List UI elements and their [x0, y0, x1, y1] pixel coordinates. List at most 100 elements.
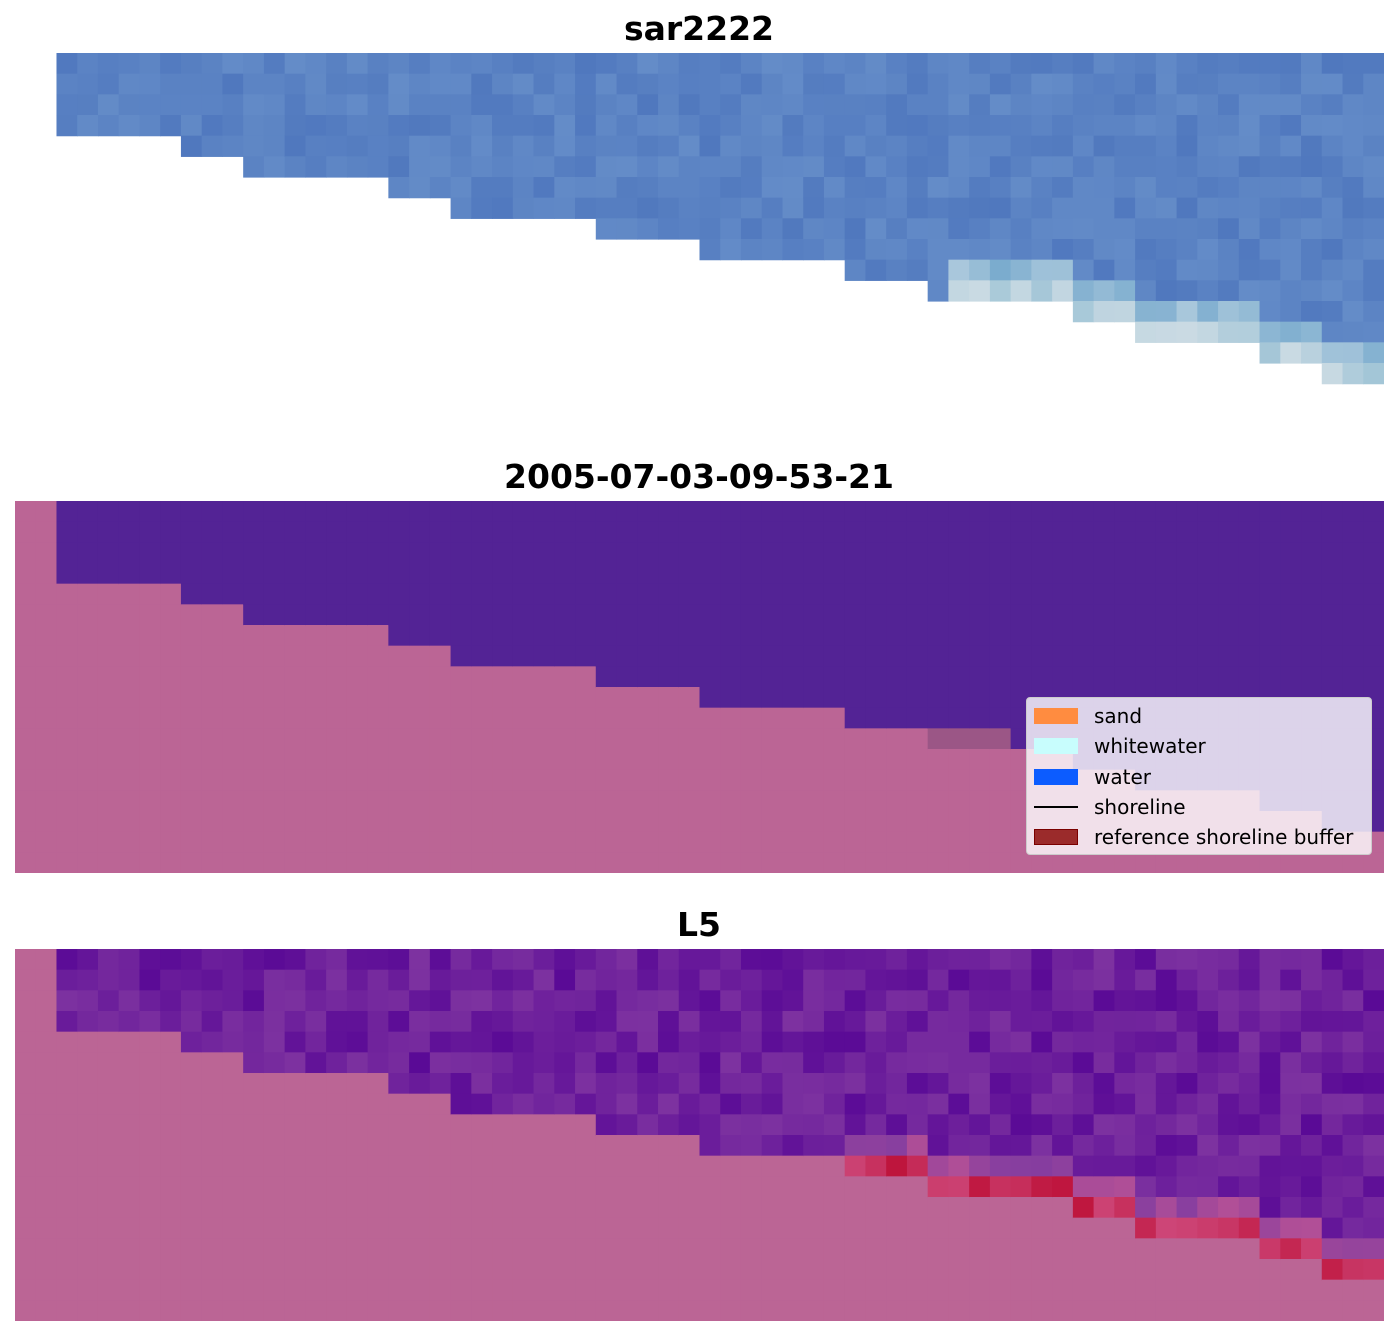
- class-pixel: [222, 769, 244, 791]
- class-pixel: [388, 563, 410, 585]
- index-pixel: [989, 1135, 1012, 1157]
- index-pixel: [346, 949, 369, 971]
- class-pixel: [1301, 625, 1323, 647]
- index-pixel: [77, 1093, 99, 1115]
- index-pixel: [927, 1176, 950, 1198]
- index-pixel: [989, 1197, 1012, 1219]
- class-pixel: [118, 563, 141, 585]
- index-pixel: [1052, 1093, 1074, 1115]
- class-pixel: [97, 687, 120, 709]
- class-pixel: [969, 604, 991, 626]
- index-pixel: [180, 1011, 203, 1033]
- index-pixel: [1114, 1155, 1136, 1177]
- index-pixel: [616, 1114, 638, 1136]
- sar-pixel: [492, 115, 514, 137]
- class-pixel: [1052, 852, 1074, 873]
- sar-pixel: [450, 115, 472, 137]
- class-pixel: [492, 769, 514, 791]
- index-pixel: [761, 990, 784, 1012]
- sar-pixel: [575, 156, 597, 178]
- class-pixel: [989, 769, 1012, 791]
- index-pixel: [492, 1259, 514, 1281]
- index-pixel: [1135, 1259, 1157, 1281]
- class-pixel: [1114, 583, 1136, 605]
- class-pixel: [823, 563, 846, 585]
- index-pixel: [1093, 1197, 1115, 1219]
- class-pixel: [201, 542, 224, 564]
- index-pixel: [243, 1176, 265, 1198]
- index-pixel: [243, 1238, 265, 1260]
- class-pixel: [1010, 645, 1032, 667]
- index-pixel: [15, 1155, 37, 1177]
- sar-pixel: [886, 259, 908, 281]
- class-pixel: [492, 645, 514, 667]
- class-pixel: [969, 831, 991, 853]
- class-pixel: [367, 728, 389, 750]
- index-pixel: [1321, 1279, 1344, 1301]
- class-pixel: [616, 521, 638, 543]
- sar-pixel: [740, 218, 763, 240]
- class-pixel: [1197, 625, 1219, 647]
- index-pixel: [678, 1114, 701, 1136]
- index-pixel: [1301, 1279, 1323, 1301]
- index-pixel: [409, 1279, 431, 1301]
- sar-pixel: [1031, 177, 1053, 199]
- index-pixel: [1052, 1176, 1074, 1198]
- class-pixel: [533, 501, 555, 523]
- index-pixel: [554, 1135, 576, 1157]
- index-pixel: [595, 1300, 618, 1321]
- index-pixel: [35, 1300, 58, 1321]
- class-pixel: [409, 542, 431, 564]
- class-pixel: [1031, 666, 1053, 688]
- index-pixel: [180, 1093, 203, 1115]
- sar-pixel: [450, 53, 472, 75]
- index-pixel: [160, 1197, 182, 1219]
- index-pixel: [699, 1197, 721, 1219]
- class-pixel: [969, 583, 991, 605]
- index-pixel: [1031, 990, 1053, 1012]
- class-pixel: [575, 604, 597, 626]
- index-pixel: [97, 969, 120, 991]
- sar-pixel: [1093, 218, 1115, 240]
- index-pixel: [969, 1073, 991, 1095]
- class-pixel: [906, 625, 929, 647]
- index-pixel: [1155, 1217, 1178, 1239]
- index-pixel: [160, 1031, 182, 1053]
- sar-pixel: [1342, 197, 1364, 219]
- class-pixel: [512, 749, 535, 771]
- class-pixel: [595, 645, 618, 667]
- sar-pixel: [803, 197, 825, 219]
- class-pixel: [699, 728, 721, 750]
- index-pixel: [927, 969, 950, 991]
- class-pixel: [1238, 501, 1261, 523]
- class-pixel: [1363, 852, 1384, 873]
- class-pixel: [699, 583, 721, 605]
- sar-pixel: [1135, 115, 1157, 137]
- class-pixel: [1321, 583, 1344, 605]
- class-pixel: [1072, 563, 1095, 585]
- index-pixel: [512, 1114, 535, 1136]
- sar-pixel: [1093, 73, 1115, 95]
- class-pixel: [927, 625, 950, 647]
- index-pixel: [1197, 1155, 1219, 1177]
- class-pixel: [865, 542, 887, 564]
- index-pixel: [243, 1093, 265, 1115]
- class-pixel: [575, 645, 597, 667]
- sar-pixel: [1176, 135, 1198, 157]
- index-pixel: [1238, 990, 1261, 1012]
- index-pixel: [761, 1011, 784, 1033]
- index-pixel: [678, 1155, 701, 1177]
- class-pixel: [139, 645, 161, 667]
- class-pixel: [699, 852, 721, 873]
- index-pixel: [450, 1238, 472, 1260]
- sar-pixel: [471, 94, 493, 116]
- index-pixel: [1259, 1011, 1281, 1033]
- class-pixel: [35, 728, 58, 750]
- index-pixel: [761, 1259, 784, 1281]
- class-pixel: [429, 604, 452, 626]
- index-pixel: [948, 1155, 970, 1177]
- index-pixel: [575, 1155, 597, 1177]
- index-pixel: [139, 990, 161, 1012]
- class-pixel: [782, 666, 804, 688]
- index-pixel: [409, 1093, 431, 1115]
